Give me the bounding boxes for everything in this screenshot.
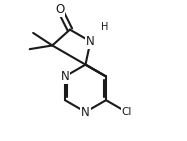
Text: N: N	[86, 35, 95, 48]
Text: N: N	[81, 105, 90, 119]
Text: H: H	[101, 22, 108, 32]
Text: N: N	[61, 70, 69, 83]
Text: O: O	[55, 3, 65, 16]
Text: Cl: Cl	[121, 107, 132, 117]
